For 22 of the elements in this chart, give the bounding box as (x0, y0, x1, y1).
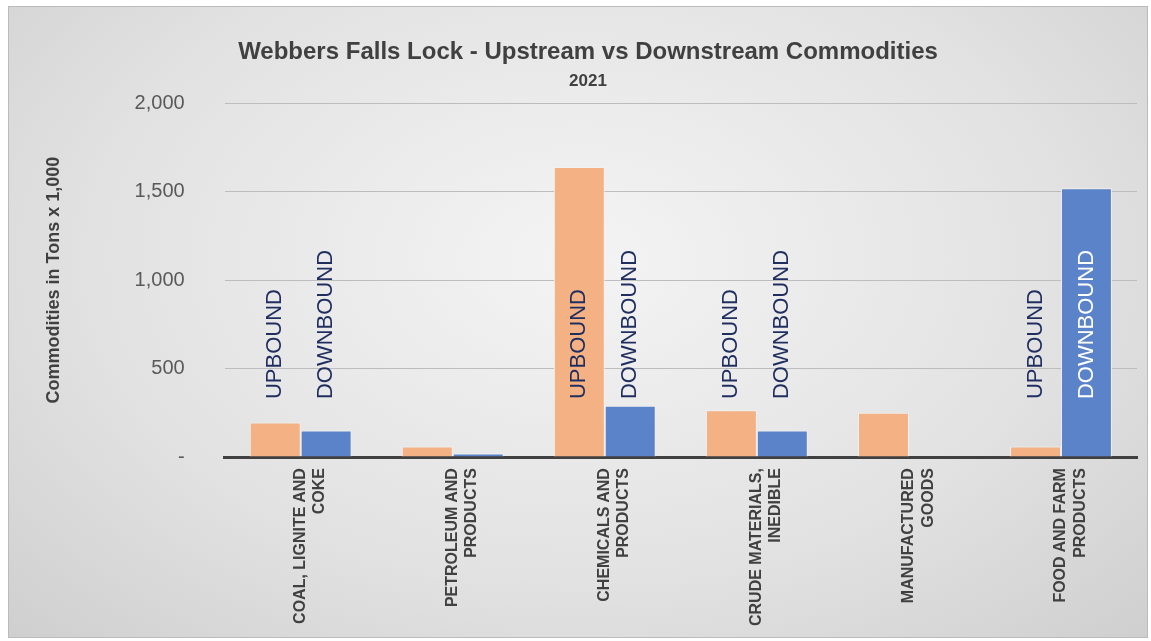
data-label: UPBOUND (261, 289, 287, 400)
x-tick-label: CHEMICALS AND PRODUCTS (595, 467, 632, 602)
y-tick-label: - (177, 444, 185, 467)
chart-subtitle: 2021 (569, 70, 607, 90)
chart-title: Webbers Falls Lock - Upstream vs Downstream Commodities (238, 37, 938, 65)
data-label: UPBOUND (1021, 289, 1047, 400)
x-tick-label: COAL, LIGNITE AND COKE (291, 467, 328, 624)
data-label: DOWNBOUND (312, 249, 338, 400)
y-axis-title: Commodities in Tons x 1,000 (42, 156, 63, 404)
x-tick-label: FOOD AND FARM PRODUCTS (1051, 467, 1088, 603)
y-tick-label: 1,500 (134, 179, 185, 202)
data-label: DOWNBOUND (768, 249, 794, 400)
y-tick-label: 1,000 (134, 267, 185, 290)
y-tick-label: 500 (151, 356, 185, 379)
x-tick-label: PETROLEUM AND PRODUCTS (443, 467, 480, 608)
series-label: DOWNBOUND (1072, 249, 1098, 400)
data-label: UPBOUND (717, 289, 743, 400)
x-tick-label: CRUDE MATERIALS, INEDIBLE (747, 467, 784, 626)
data-label: DOWNBOUND (616, 249, 642, 400)
y-tick-label: 2,000 (134, 90, 185, 113)
x-tick-label: MANUFACTURED GOODS (899, 467, 936, 604)
series-label: UPBOUND (565, 289, 591, 400)
